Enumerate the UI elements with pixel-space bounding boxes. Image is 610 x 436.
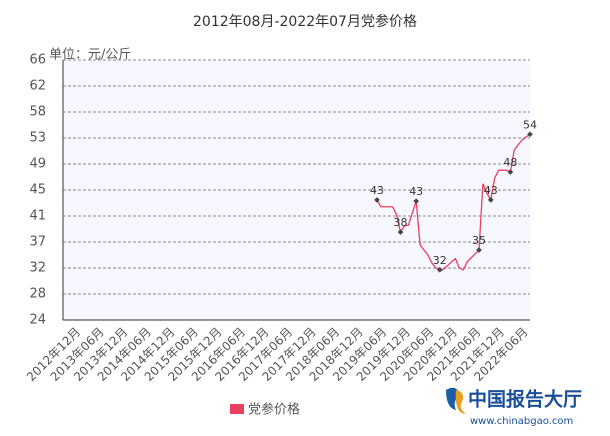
legend-label: 党参价格 <box>248 402 300 418</box>
point <box>487 197 494 203</box>
y-tick-label: 37 <box>29 235 46 250</box>
data-label: 43 <box>370 184 384 197</box>
data-label: 32 <box>433 254 447 267</box>
y-tick-label: 49 <box>29 157 46 172</box>
point <box>476 247 482 253</box>
data-label: 43 <box>484 184 498 197</box>
point <box>374 197 380 203</box>
logo-icon <box>455 390 466 414</box>
data-label: 54 <box>523 118 537 131</box>
y-axis-label: 单位：元/公斤 <box>49 48 131 63</box>
data-label: 43 <box>409 185 423 198</box>
y-tick-label: 41 <box>29 209 46 224</box>
y-tick-label: 62 <box>29 79 46 94</box>
point <box>436 267 443 273</box>
y-tick-label: 28 <box>29 287 46 302</box>
line <box>376 133 531 271</box>
data-label: 38 <box>393 216 407 229</box>
chart-title: 2012年08月-2022年07月党参价格 <box>193 13 417 30</box>
data-label: 48 <box>503 156 517 169</box>
legend-swatch <box>230 404 244 414</box>
data-label: 35 <box>472 234 486 247</box>
y-tick-label: 45 <box>29 183 46 198</box>
y-tick-label: 32 <box>29 261 46 276</box>
logo-url: www.chinabgao.com <box>470 416 573 427</box>
y-tick-label: 53 <box>29 131 46 146</box>
logo-name: 中国报告大厅 <box>468 388 582 411</box>
point <box>413 198 420 204</box>
y-tick-label: 66 <box>29 53 46 68</box>
point <box>507 169 514 175</box>
y-tick-label: 58 <box>29 105 46 120</box>
y-tick-label: 24 <box>29 313 46 328</box>
point <box>397 229 404 235</box>
logo: 中国报告大厅 www.chinabgao.com <box>446 388 582 427</box>
point <box>527 131 533 138</box>
